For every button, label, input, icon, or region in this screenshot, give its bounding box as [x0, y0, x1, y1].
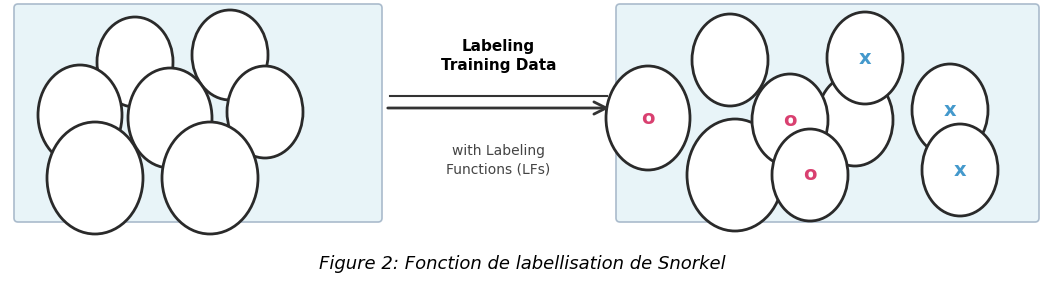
Text: x: x [944, 100, 956, 119]
Ellipse shape [47, 122, 143, 234]
Ellipse shape [97, 17, 173, 107]
Ellipse shape [692, 14, 768, 106]
Text: o: o [804, 166, 817, 185]
Text: o: o [784, 110, 796, 130]
Ellipse shape [192, 10, 268, 100]
Ellipse shape [127, 68, 212, 168]
Ellipse shape [922, 124, 998, 216]
Ellipse shape [827, 12, 903, 104]
Text: x: x [954, 160, 967, 179]
Text: o: o [642, 108, 655, 128]
Text: with Labeling
Functions (LFs): with Labeling Functions (LFs) [446, 144, 551, 176]
Ellipse shape [817, 74, 893, 166]
Ellipse shape [772, 129, 847, 221]
Ellipse shape [687, 119, 783, 231]
Ellipse shape [162, 122, 258, 234]
Text: Labeling
Training Data: Labeling Training Data [441, 39, 556, 73]
Ellipse shape [227, 66, 303, 158]
Ellipse shape [606, 66, 690, 170]
Text: Figure 2: Fonction de labellisation de Snorkel: Figure 2: Fonction de labellisation de S… [319, 255, 726, 273]
Ellipse shape [912, 64, 988, 156]
Ellipse shape [38, 65, 122, 165]
Ellipse shape [752, 74, 828, 166]
FancyBboxPatch shape [616, 4, 1039, 222]
Text: x: x [859, 48, 872, 68]
FancyBboxPatch shape [14, 4, 382, 222]
